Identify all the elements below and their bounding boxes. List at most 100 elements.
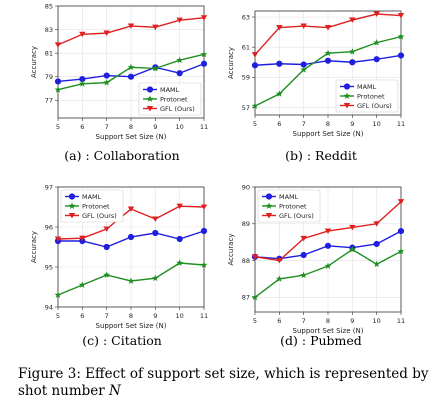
data-point-gfl-ours	[176, 203, 183, 210]
legend-marker-gfl-ours	[343, 102, 351, 109]
data-point-protonet	[324, 49, 332, 57]
legend-marker-gfl-ours	[265, 212, 273, 219]
data-point-maml	[324, 57, 332, 64]
data-point-protonet	[300, 66, 308, 73]
data-point-protonet	[251, 293, 259, 301]
data-point-maml	[200, 60, 208, 67]
x-tick-label: 7	[302, 317, 306, 325]
data-point-protonet	[200, 261, 208, 268]
legend-label-gfl-ours: GFL (Ours)	[82, 212, 117, 220]
x-tick-label: 5	[56, 123, 60, 131]
data-point-gfl-ours	[300, 235, 307, 242]
legend-box	[138, 82, 202, 116]
legend-marker-maml	[146, 86, 154, 93]
data-point-protonet	[54, 291, 62, 298]
data-point-maml	[152, 229, 159, 237]
data-point-maml	[276, 60, 283, 67]
y-tick-label: 97	[45, 183, 53, 191]
data-point-protonet	[373, 39, 381, 46]
x-tick-label: 7	[105, 123, 109, 131]
data-point-protonet	[348, 48, 356, 55]
x-tick-label: 10	[176, 123, 184, 131]
data-point-maml	[103, 243, 110, 251]
x-tick-label: 10	[373, 317, 381, 325]
x-tick-label: 10	[176, 312, 184, 320]
legend-marker-maml	[265, 193, 273, 200]
data-point-protonet	[151, 274, 159, 282]
legend-label-protonet: Protonet	[160, 95, 188, 103]
y-tick-label: 94	[45, 303, 53, 311]
data-point-maml	[103, 72, 110, 79]
data-point-protonet	[103, 79, 111, 86]
legend-marker-protonet	[146, 95, 154, 102]
data-point-protonet	[103, 271, 111, 278]
data-point-protonet	[78, 281, 86, 288]
legend-box	[257, 189, 321, 223]
data-point-protonet	[200, 50, 208, 58]
legend-label-protonet: Protonet	[357, 92, 385, 100]
data-point-protonet	[373, 260, 381, 268]
data-point-maml	[324, 242, 332, 249]
x-tick-label: 10	[373, 120, 381, 128]
subcaption: (b) : Reddit	[285, 148, 357, 163]
legend-label-maml: MAML	[279, 193, 299, 201]
caption-line-1: Figure 3: Effect of support set size, wh…	[18, 366, 429, 382]
caption-line-2-text: shot number	[18, 383, 105, 399]
data-point-gfl-ours	[349, 17, 356, 23]
legend-label-gfl-ours: GFL (Ours)	[160, 105, 195, 113]
x-tick-label: 5	[253, 317, 257, 325]
data-point-maml	[54, 78, 62, 85]
data-point-protonet	[324, 262, 332, 269]
data-point-maml	[397, 228, 405, 235]
x-tick-label: 6	[80, 312, 84, 320]
data-point-maml	[300, 251, 307, 259]
chart-panel: 5 6 7 8 9 10 11 94 95 96 97 Support Set Size (N) Acc…	[30, 183, 208, 348]
x-tick-label: 9	[153, 123, 157, 131]
x-tick-label: 7	[105, 312, 109, 320]
data-point-maml	[251, 62, 259, 69]
x-tick-label: 8	[326, 120, 330, 128]
data-point-maml	[176, 235, 183, 243]
y-tick-label: 77	[45, 97, 53, 105]
y-tick-label: 63	[242, 13, 250, 21]
data-point-gfl-ours	[373, 11, 380, 17]
x-tick-label: 6	[277, 317, 281, 325]
data-point-gfl-ours	[349, 224, 356, 231]
x-tick-label: 6	[80, 123, 84, 131]
caption-variable: N	[109, 383, 121, 399]
data-point-gfl-ours	[176, 17, 183, 24]
legend-box	[60, 189, 124, 223]
legend-label-maml: MAML	[357, 83, 377, 91]
y-tick-label: 79	[45, 73, 53, 81]
legend-label-maml: MAML	[160, 86, 180, 94]
data-point-protonet	[397, 33, 405, 40]
x-tick-label: 8	[326, 317, 330, 325]
x-axis-label: Support Set Size (N)	[96, 133, 167, 141]
data-point-gfl-ours	[54, 236, 62, 242]
data-point-protonet	[176, 259, 184, 266]
y-tick-label: 85	[45, 2, 53, 10]
chart-panel: 5 6 7 8 9 10 11 57 59 61 63 Support Set Size (N) Acc…	[227, 10, 405, 163]
data-point-gfl-ours	[152, 216, 159, 222]
x-tick-label: 6	[277, 120, 281, 128]
legend-marker-protonet	[343, 92, 351, 99]
data-point-gfl-ours	[79, 235, 86, 242]
data-point-gfl-ours	[324, 25, 332, 31]
y-tick-label: 83	[45, 26, 53, 34]
x-tick-label: 8	[129, 312, 133, 320]
data-point-gfl-ours	[397, 12, 405, 19]
y-tick-label: 88	[242, 257, 250, 265]
data-point-protonet	[176, 56, 184, 64]
y-axis-label: Accuracy	[227, 47, 235, 79]
chart-panel: 5 6 7 8 9 10 11 77 79 81 83 85 Support Set Size (N) A…	[30, 2, 208, 163]
subcaption: (d) : Pubmed	[280, 333, 362, 348]
x-tick-label: 11	[200, 123, 208, 131]
legend-label-protonet: Protonet	[82, 202, 110, 210]
y-axis-label: Accuracy	[30, 231, 38, 263]
y-tick-label: 59	[242, 74, 250, 82]
x-tick-label: 9	[350, 120, 354, 128]
data-point-protonet	[300, 271, 308, 279]
